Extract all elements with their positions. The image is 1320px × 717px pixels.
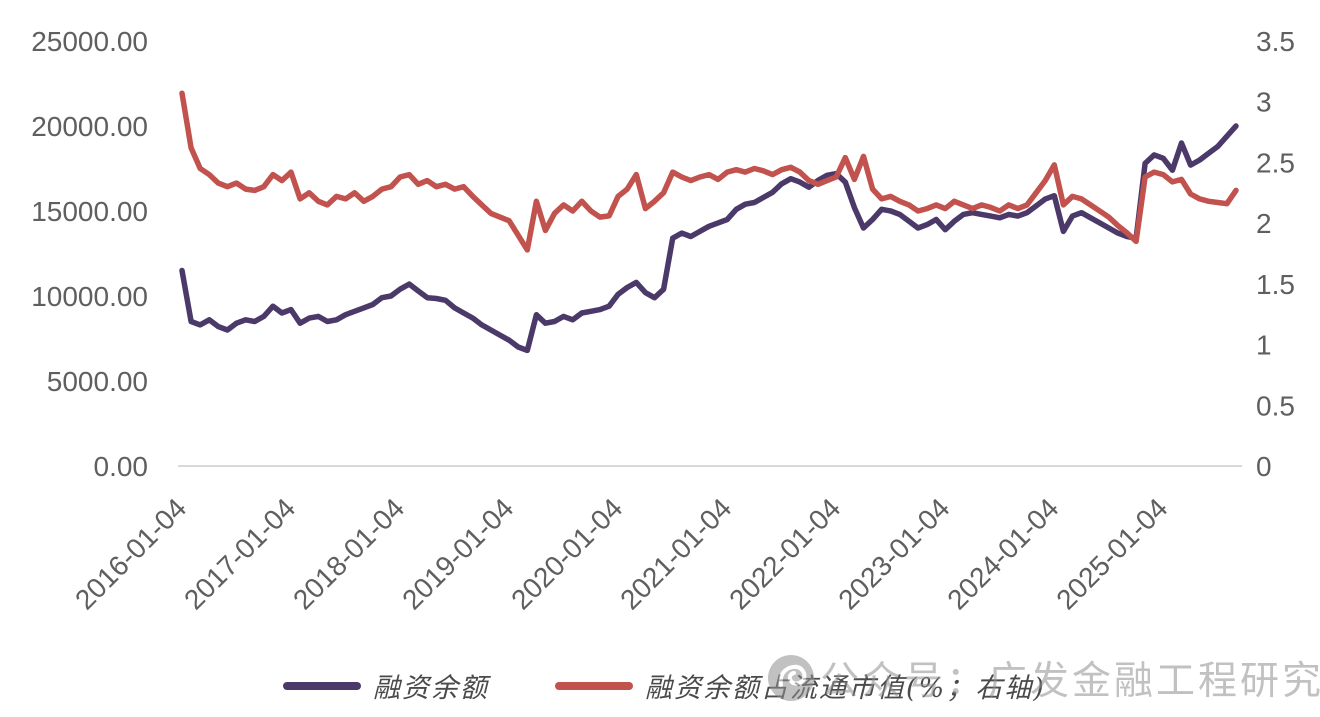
left-axis-tick-label: 5000.00 <box>47 366 148 397</box>
right-axis-tick-label: 0.5 <box>1256 390 1295 421</box>
left-axis-tick-label: 20000.00 <box>31 111 148 142</box>
legend-item-ratio: 融资余额占流通市值(%；右轴) <box>555 666 1046 705</box>
ratio-line-swatch <box>555 681 633 690</box>
right-axis-tick-label: 3.5 <box>1256 26 1295 57</box>
left-axis-tick-label: 15000.00 <box>31 196 148 227</box>
margin-balance-line <box>179 123 1239 354</box>
right-axis-tick-label: 2 <box>1256 208 1272 239</box>
x-axis-tick-label: 2023-01-04 <box>832 492 955 615</box>
right-axis-tick-label: 1 <box>1256 330 1272 361</box>
left-axis-tick-label: 10000.00 <box>31 281 148 312</box>
legend-item-margin-balance: 融资余额 <box>283 666 489 705</box>
x-axis-tick-label: 2017-01-04 <box>178 492 301 615</box>
x-axis-tick-label: 2022-01-04 <box>723 492 846 615</box>
ratio-line <box>179 90 1239 253</box>
x-axis-tick-label: 2025-01-04 <box>1050 492 1173 615</box>
x-axis-tick-label: 2024-01-04 <box>941 492 1064 615</box>
x-axis-tick-label: 2020-01-04 <box>505 492 628 615</box>
ratio-legend-label: 融资余额占流通市值(%；右轴) <box>645 673 1046 704</box>
legend: 融资余额 融资余额占流通市值(%；右轴) <box>283 666 1046 705</box>
left-axis-tick-label: 25000.00 <box>31 26 148 57</box>
right-axis-tick-label: 2.5 <box>1256 147 1295 178</box>
x-axis-tick-label: 2016-01-04 <box>69 492 192 615</box>
left-axis-tick-label: 0.00 <box>94 451 149 482</box>
right-axis-tick-label: 3 <box>1256 87 1272 118</box>
margin-balance-line-swatch <box>283 681 361 690</box>
right-axis-tick-label: 0 <box>1256 451 1272 482</box>
x-axis-tick-label: 2019-01-04 <box>396 492 519 615</box>
right-axis-tick-label: 1.5 <box>1256 269 1295 300</box>
x-axis-tick-label: 2021-01-04 <box>614 492 737 615</box>
margin-balance-legend-label: 融资余额 <box>373 673 489 704</box>
x-axis-tick-label: 2018-01-04 <box>287 492 410 615</box>
